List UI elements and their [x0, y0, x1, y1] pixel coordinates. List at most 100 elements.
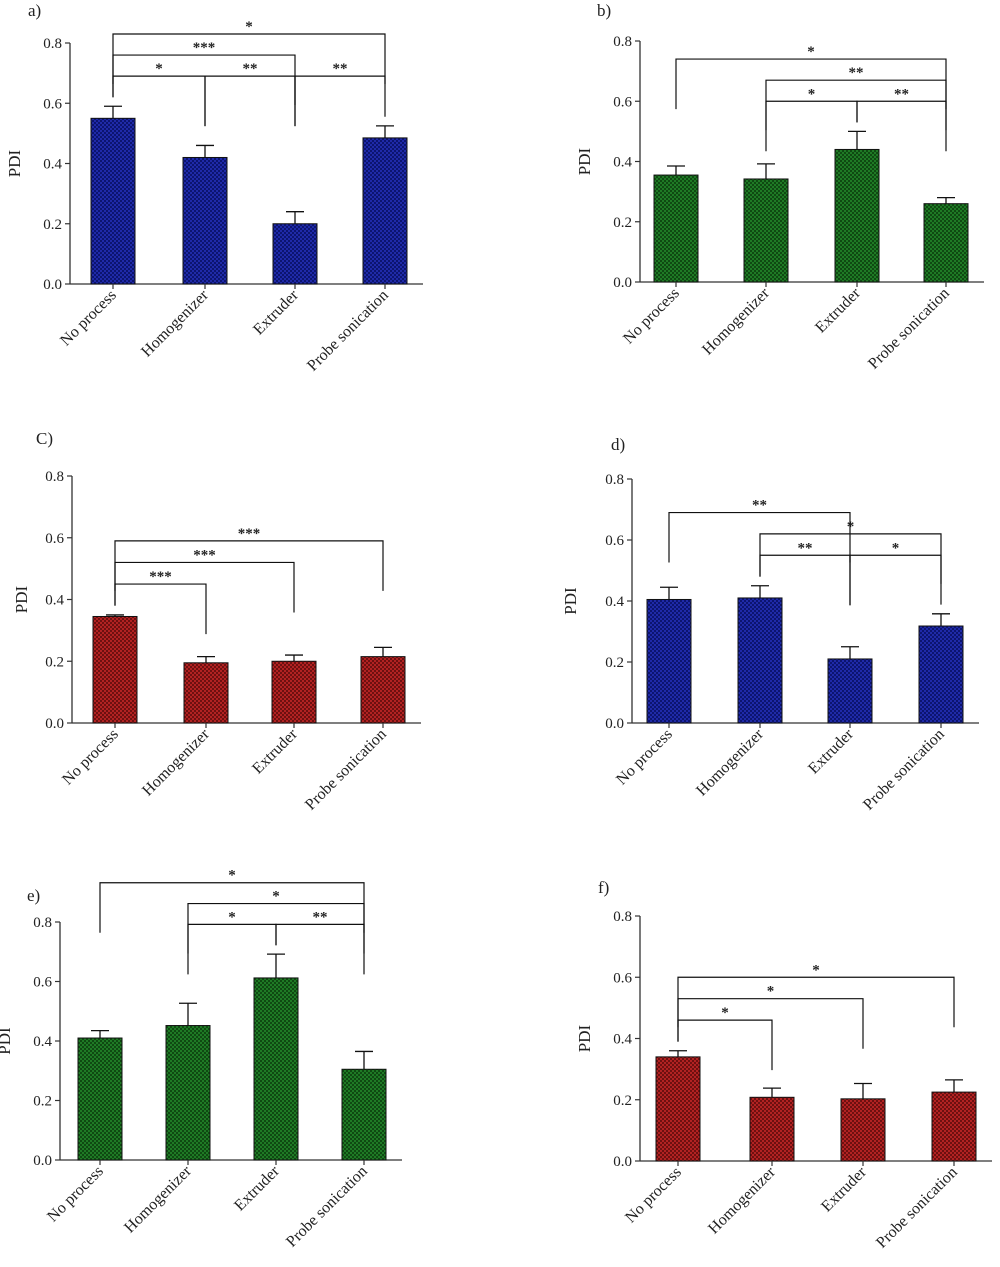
bar	[92, 615, 138, 724]
significance-bracket	[856, 100, 947, 152]
panel-label: a)	[28, 1, 41, 20]
y-axis-label: PDI	[5, 149, 24, 177]
y-tick-label: 0.0	[43, 277, 62, 293]
x-tick-label: Extruder	[231, 1162, 283, 1214]
x-tick-label: No process	[613, 726, 676, 789]
x-tick-label: Probe sonication	[865, 285, 953, 373]
bar	[923, 203, 969, 283]
bar	[272, 223, 318, 285]
x-tick-label: No process	[57, 287, 120, 350]
significance-bracket	[675, 58, 947, 110]
panel-label: d)	[611, 435, 625, 454]
x-tick-label: No process	[620, 285, 683, 348]
x-tick-label: No process	[59, 726, 122, 789]
significance-label: *	[228, 909, 236, 925]
bar	[931, 1091, 977, 1162]
bar	[655, 1056, 701, 1162]
x-tick-label: Extruder	[818, 1163, 870, 1215]
bar	[182, 156, 228, 285]
significance-bracket	[275, 923, 365, 975]
significance-label: ***	[193, 40, 216, 56]
bar	[271, 660, 317, 724]
bar	[653, 174, 699, 283]
y-tick-label: 0.0	[605, 716, 624, 732]
x-tick-label: Homogenizer	[139, 725, 213, 799]
y-tick-label: 0.8	[33, 915, 52, 931]
y-tick-label: 0.6	[613, 970, 632, 986]
x-tick-label: Probe sonication	[860, 726, 948, 814]
significance-label: *	[721, 1005, 729, 1021]
panel-label: C)	[36, 429, 53, 448]
significance-label: ***	[149, 569, 172, 585]
y-axis-label: PDI	[575, 147, 594, 175]
significance-bracket	[187, 923, 277, 975]
x-tick-label: Homogenizer	[138, 286, 212, 360]
y-tick-label: 0.4	[613, 155, 632, 171]
x-tick-label: Probe sonication	[302, 726, 390, 814]
significance-bracket	[294, 75, 386, 127]
significance-bracket	[668, 511, 851, 563]
y-tick-label: 0.4	[613, 1032, 632, 1048]
y-tick-label: 0.0	[613, 275, 632, 291]
chart-panel: e) PDI 0.0 0.2 0.4 0.6 0.8 No process Homogenize…	[0, 868, 402, 1251]
significance-bracket	[765, 79, 947, 131]
y-tick-label: 0.2	[43, 217, 62, 233]
bar	[646, 598, 692, 724]
bar	[165, 1025, 211, 1161]
bar	[341, 1068, 387, 1161]
y-tick-label: 0.2	[605, 655, 624, 671]
y-tick-label: 0.2	[33, 1094, 52, 1110]
x-tick-label: Extruder	[812, 284, 864, 336]
significance-label: ***	[238, 526, 261, 542]
x-tick-label: Extruder	[250, 286, 302, 338]
significance-label: **	[798, 540, 813, 556]
bar	[253, 977, 299, 1161]
significance-bracket	[99, 882, 365, 933]
panel-label: f)	[598, 878, 609, 897]
significance-label: *	[272, 889, 280, 905]
chart-panel: C) PDI 0.0 0.2 0.4 0.6 0.8 No process Homogenize…	[12, 429, 421, 814]
y-tick-label: 0.6	[605, 533, 624, 549]
x-tick-label: Homogenizer	[693, 725, 767, 799]
significance-label: *	[155, 61, 163, 77]
significance-bracket	[112, 54, 296, 106]
bar	[77, 1037, 123, 1161]
y-tick-label: 0.6	[43, 96, 62, 112]
significance-bracket	[677, 976, 955, 1028]
y-tick-label: 0.4	[45, 593, 64, 609]
significance-label: *	[808, 86, 816, 102]
significance-bracket	[114, 540, 384, 591]
y-tick-label: 0.8	[613, 34, 632, 50]
x-tick-label: Probe sonication	[304, 287, 392, 375]
significance-bracket	[114, 561, 295, 613]
y-tick-label: 0.8	[605, 472, 624, 488]
significance-label: *	[892, 540, 900, 556]
chart-panel: f) PDI 0.0 0.2 0.4 0.6 0.8 No process Homogenize…	[575, 878, 992, 1252]
significance-bracket	[112, 33, 386, 84]
significance-bracket	[765, 100, 858, 152]
significance-label: *	[228, 868, 236, 884]
panel-label: e)	[27, 886, 40, 905]
x-tick-label: No process	[44, 1163, 107, 1226]
significance-bracket	[677, 998, 864, 1049]
x-tick-label: Homogenizer	[121, 1162, 195, 1236]
y-tick-label: 0.2	[613, 215, 632, 231]
x-tick-label: Probe sonication	[873, 1164, 961, 1252]
y-tick-label: 0.8	[45, 469, 64, 485]
bar	[834, 148, 880, 283]
y-axis-label: PDI	[561, 587, 580, 615]
bar	[737, 597, 783, 724]
significance-label: **	[243, 61, 258, 77]
bar	[840, 1098, 886, 1162]
y-tick-label: 0.4	[43, 157, 62, 173]
y-tick-label: 0.2	[45, 654, 64, 670]
bar	[360, 656, 406, 724]
y-tick-label: 0.2	[613, 1093, 632, 1109]
y-tick-label: 0.8	[613, 909, 632, 925]
x-tick-label: No process	[622, 1164, 685, 1227]
y-tick-label: 0.0	[33, 1153, 52, 1169]
y-axis-label: PDI	[12, 585, 31, 613]
panel-label: b)	[597, 1, 611, 20]
significance-label: **	[333, 61, 348, 77]
